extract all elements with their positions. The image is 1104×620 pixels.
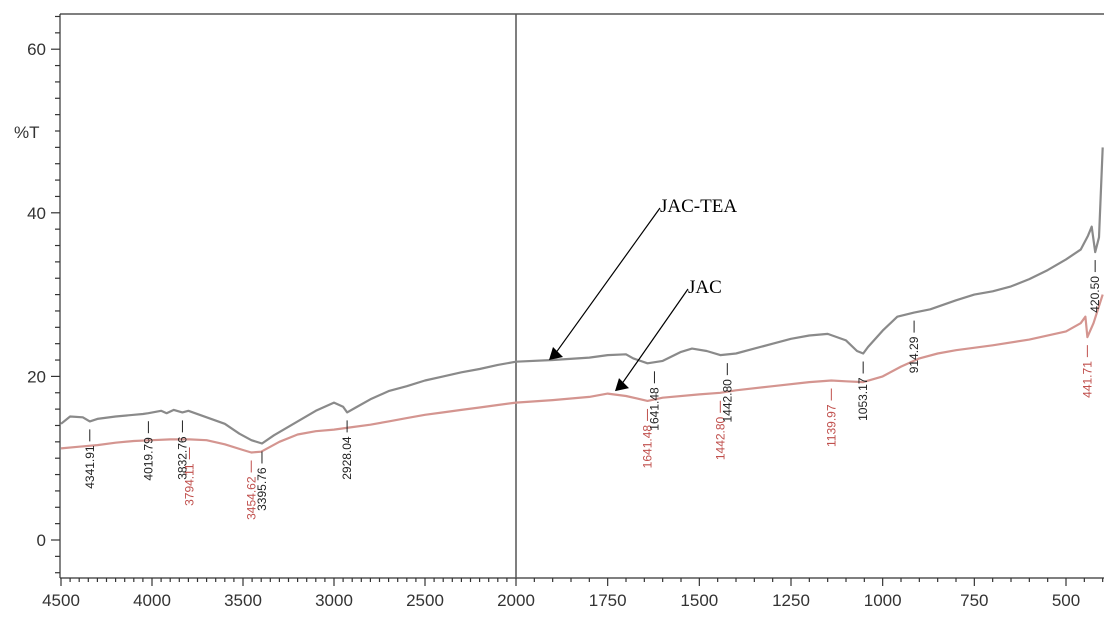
peak-label: 1139.97	[824, 404, 838, 447]
peak-label: 1641.48	[640, 425, 654, 469]
callout-arrow-line	[554, 207, 661, 355]
x-tick-label: 1000	[864, 591, 902, 610]
axes: 0 20 40 60 4500 4000 3500 3000 2500 2000 1750 1500 1…	[27, 13, 1104, 610]
peak-label: 4341.91	[83, 445, 97, 489]
x-tick-label: 3500	[224, 591, 262, 610]
series-callouts: JAC-TEA JAC	[549, 196, 737, 392]
peak-label: 2928.04	[340, 436, 354, 480]
peak-label: 3794.11	[182, 463, 196, 506]
callout-arrow-head	[549, 347, 563, 361]
x-tick-label: 4500	[42, 591, 80, 610]
peak-label: 914.29	[907, 336, 921, 373]
y-tick-label: 40	[27, 204, 46, 223]
peak-label: 4019.79	[141, 437, 155, 481]
peak-label: 1053.17	[856, 377, 870, 421]
peak-label: 3454.62	[244, 476, 258, 520]
y-tick-label: 60	[27, 40, 46, 59]
x-tick-label: 1500	[680, 591, 718, 610]
series-line-jac-tea	[60, 147, 1104, 445]
peak-label: 441.71	[1080, 361, 1094, 398]
peak-label: 420.50	[1088, 276, 1102, 313]
peak-label: 1641.48	[647, 387, 661, 431]
x-tick-label: 1250	[772, 591, 810, 610]
x-tick-label: 2500	[406, 591, 444, 610]
peak-label: 1442.80	[720, 379, 734, 423]
peak-label: 3395.76	[255, 467, 269, 511]
x-tick-label: 4000	[133, 591, 171, 610]
x-tick-label: 2000	[497, 591, 535, 610]
x-tick-label: 1750	[589, 591, 627, 610]
x-tick-label: 500	[1052, 591, 1080, 610]
y-axis-label: %T	[14, 123, 40, 142]
peak-label: 1442.80	[713, 416, 727, 460]
callout-label-jac-tea: JAC-TEA	[660, 196, 737, 217]
series-line-jac	[60, 294, 1104, 454]
x-tick-label: 3000	[315, 591, 353, 610]
series-layer	[60, 147, 1104, 454]
callout-arrow-line	[620, 288, 689, 386]
y-tick-label: 20	[27, 367, 46, 386]
callout-arrow-head	[615, 378, 629, 392]
y-tick-label: 0	[37, 531, 46, 550]
x-tick-label: 750	[960, 591, 988, 610]
callout-label-jac: JAC	[688, 277, 722, 298]
peak-label: 3832.76	[175, 436, 189, 480]
